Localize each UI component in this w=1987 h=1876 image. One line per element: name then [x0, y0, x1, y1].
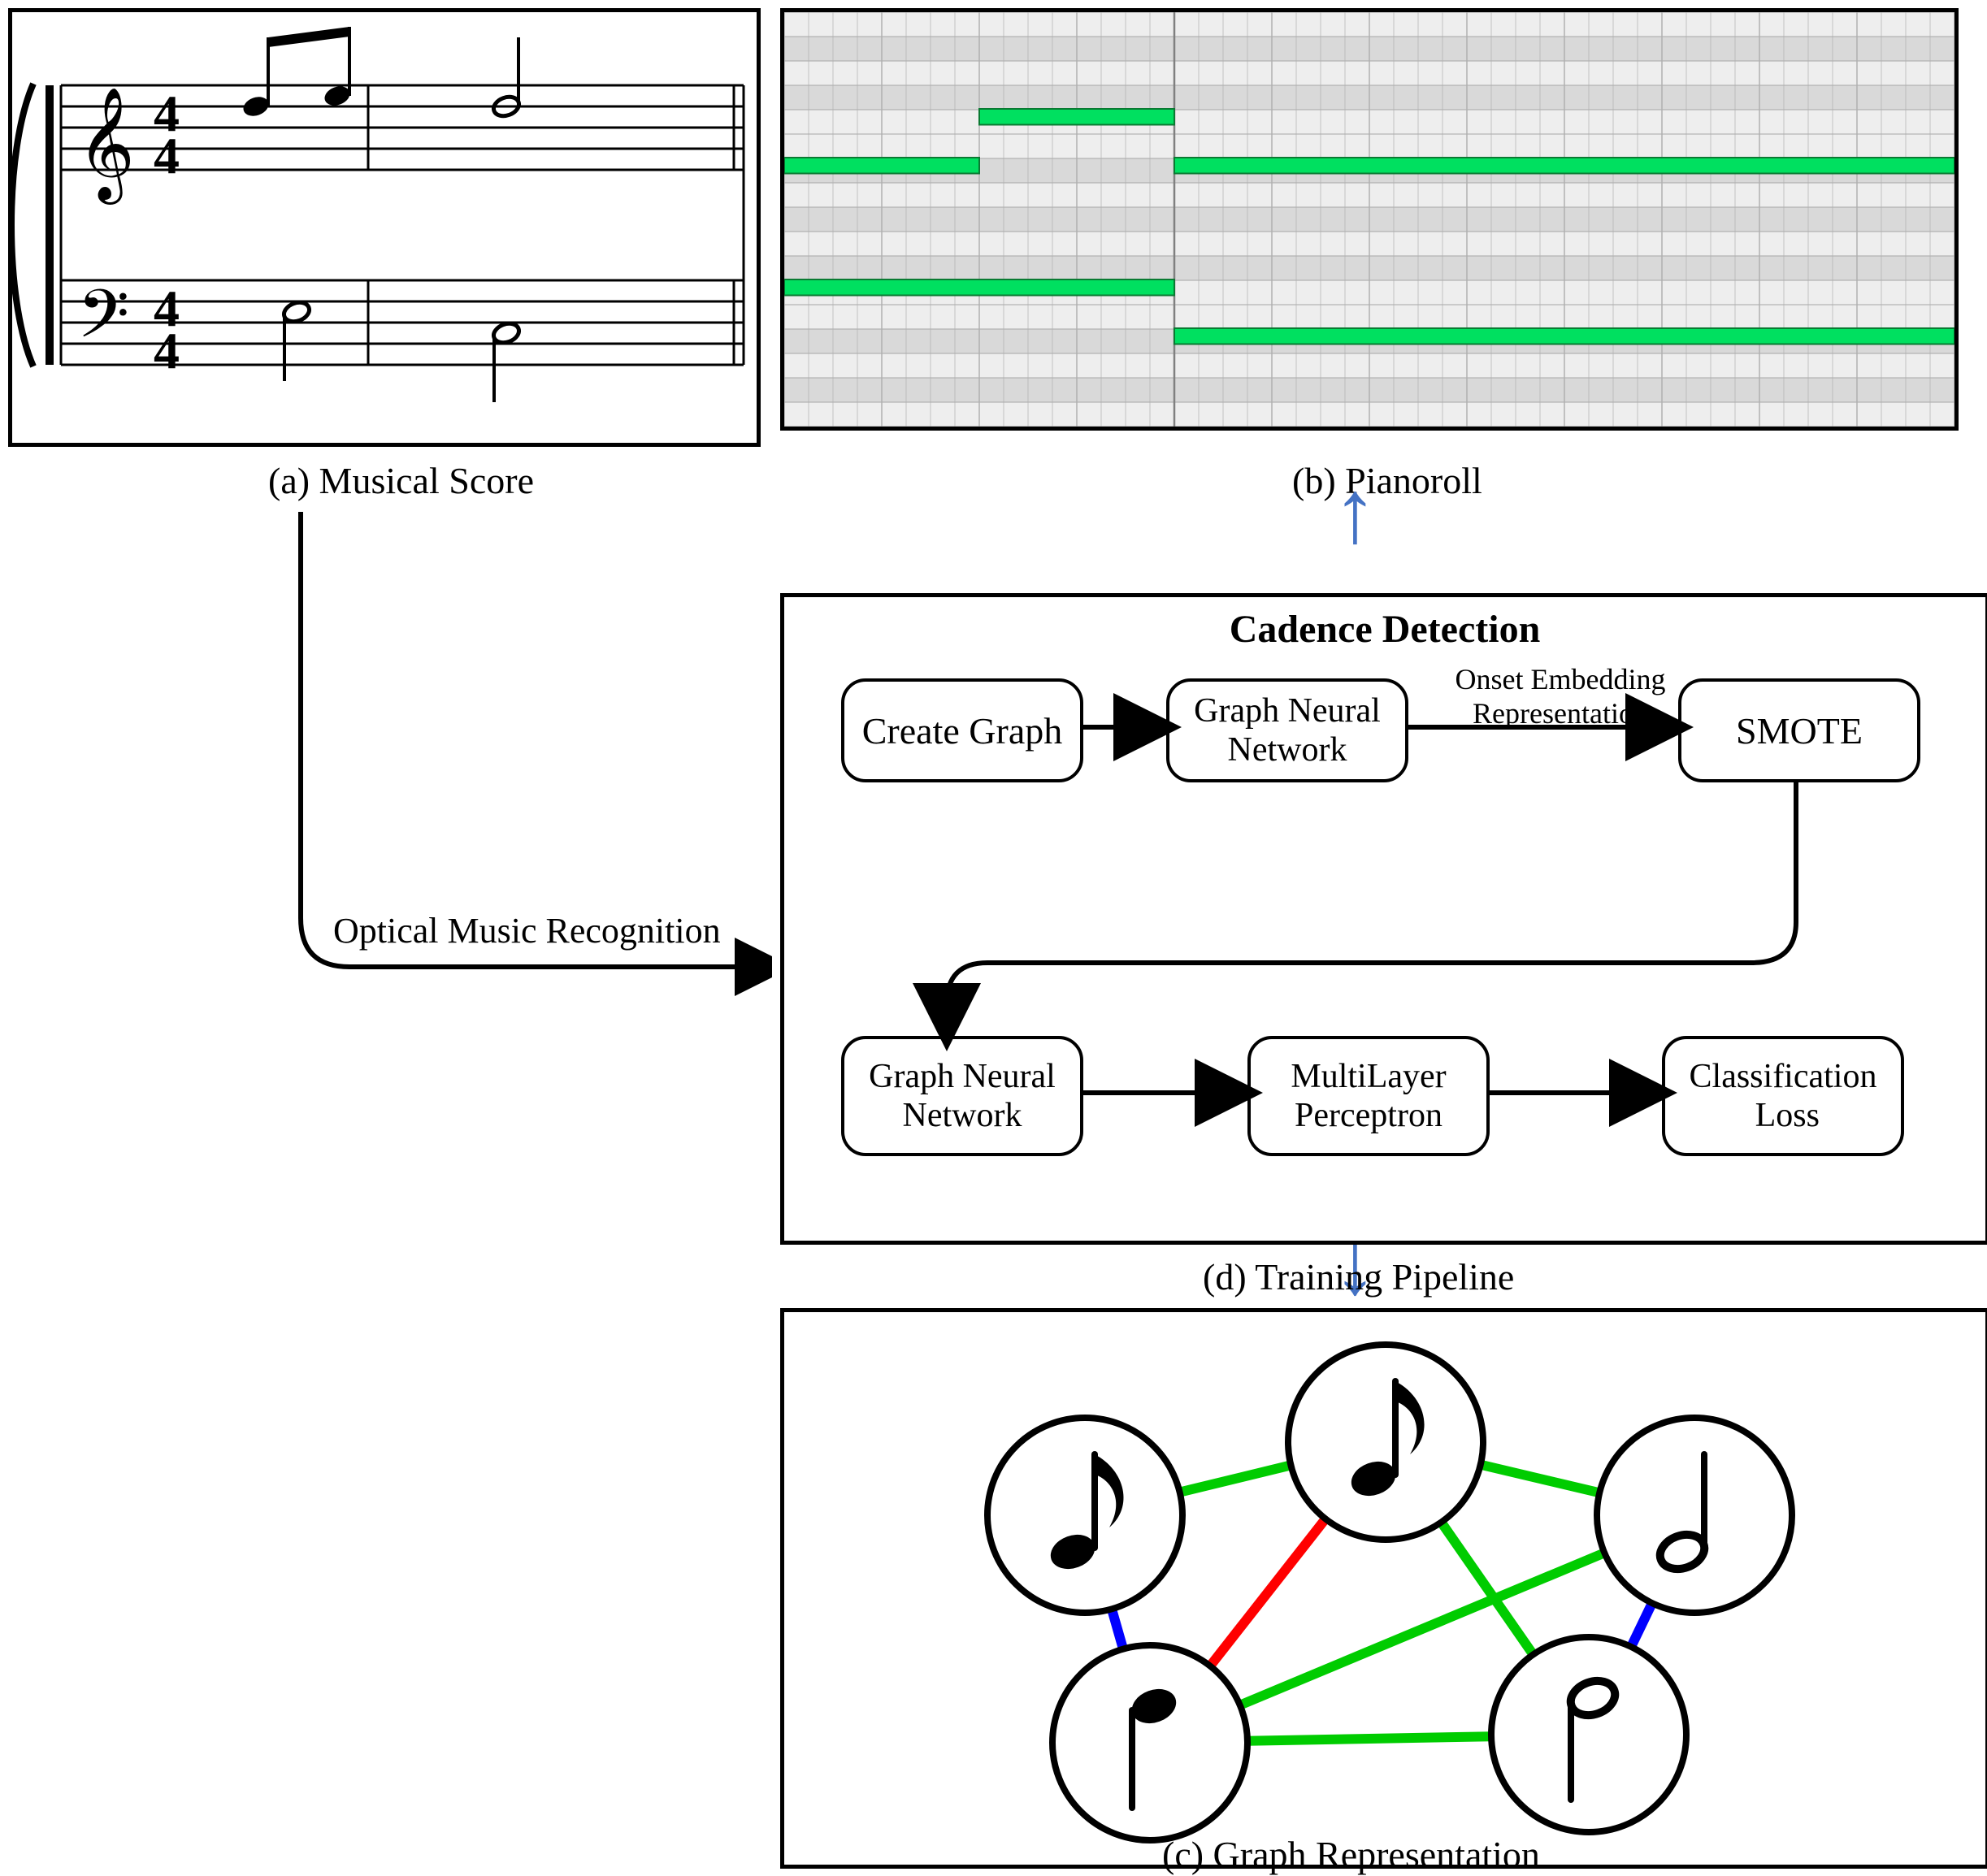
omr-arrow-label: Optical Music Recognition [333, 910, 721, 951]
omr-arrow-svg [8, 512, 772, 1243]
graph-panel [780, 1308, 1987, 1869]
label-d: (d) Training Pipeline [1203, 1255, 1514, 1298]
pianoroll-panel [780, 8, 1959, 431]
svg-text:𝄢: 𝄢 [77, 278, 129, 368]
svg-text:4: 4 [154, 322, 180, 379]
score-panel: 𝄞𝄢4444 [8, 8, 761, 447]
pipeline-panel: Cadence Detection Create Graph Graph Neu… [780, 593, 1987, 1245]
pianoroll-svg [784, 12, 1954, 427]
score-svg: 𝄞𝄢4444 [12, 12, 757, 443]
label-b: (b) Pianoroll [1292, 459, 1482, 502]
svg-text:𝄞: 𝄞 [77, 89, 135, 205]
pipeline-arrows-svg [784, 597, 1985, 1241]
svg-text:4: 4 [154, 127, 180, 184]
diagram-canvas: 𝄞𝄢4444 (a) Musical Score Optical Music R… [0, 0, 1987, 1872]
graph-svg [784, 1312, 1985, 1865]
label-c: (c) Graph Representation [1162, 1833, 1540, 1876]
label-a: (a) Musical Score [268, 459, 534, 502]
arrow-pianoroll-down: ↑ [1333, 467, 1377, 557]
